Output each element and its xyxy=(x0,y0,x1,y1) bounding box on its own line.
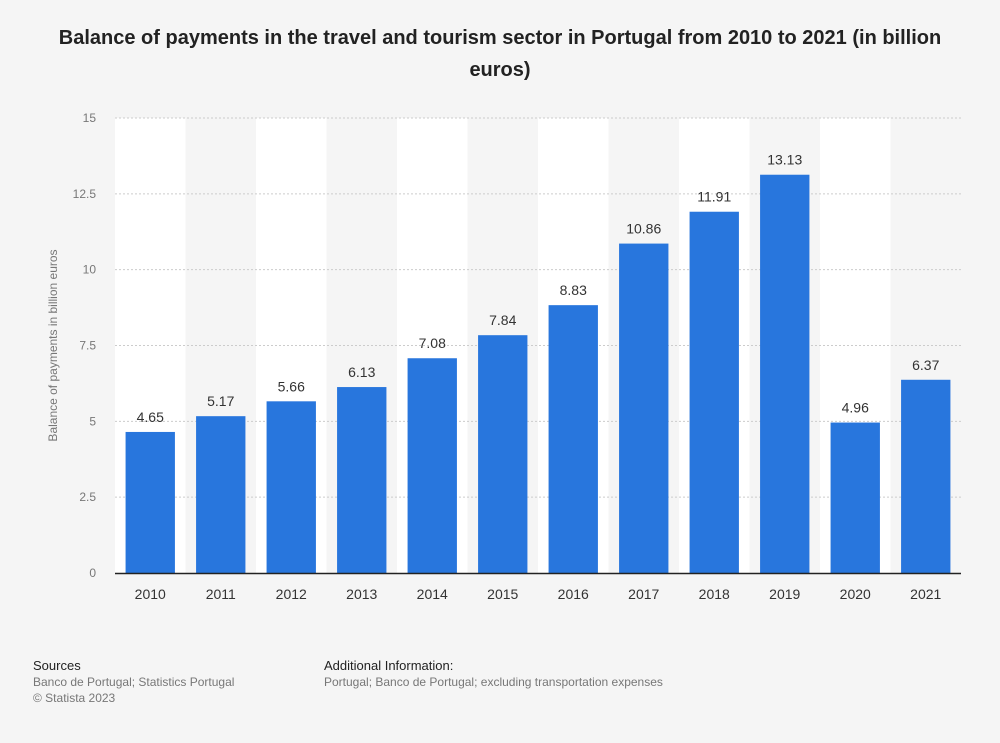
x-tick-label: 2020 xyxy=(840,586,871,602)
data-label: 6.37 xyxy=(912,357,939,373)
chart-title: Balance of payments in the travel and to… xyxy=(58,27,942,81)
y-tick-label: 7.5 xyxy=(79,339,96,353)
x-tick-labels: 2010 2011 2012 2013 2014 2015 2016 2017 2018 2019… xyxy=(135,586,942,602)
y-tick-label: 10 xyxy=(83,263,97,277)
x-tick-label: 2018 xyxy=(699,586,730,602)
bar xyxy=(901,379,951,573)
y-tick-label: 0 xyxy=(89,566,96,580)
data-labels: 4.65 5.17 5.66 6.13 7.08 7.84 8.83 10.86 11.91 13… xyxy=(137,152,940,425)
bar xyxy=(125,431,175,573)
y-tick-label: 2.5 xyxy=(79,490,96,504)
bar xyxy=(478,335,528,573)
gridlines xyxy=(115,117,961,498)
x-tick-label: 2015 xyxy=(487,586,518,602)
bars xyxy=(125,174,951,574)
sources-block: Sources Banco de Portugal; Statistics Po… xyxy=(33,658,234,706)
y-tick-label: 15 xyxy=(83,111,97,125)
copyright-text: © Statista 2023 xyxy=(33,691,116,705)
additional-info-block: Additional Information: Portugal; Banco … xyxy=(324,658,663,690)
data-label: 8.83 xyxy=(560,282,587,298)
data-label: 13.13 xyxy=(767,152,802,168)
x-tick-label: 2021 xyxy=(910,586,941,602)
bar xyxy=(407,358,457,573)
bar xyxy=(337,387,387,573)
data-label: 5.66 xyxy=(278,378,305,394)
bar xyxy=(266,401,316,573)
additional-info-text: Portugal; Banco de Portugal; excluding t… xyxy=(324,675,663,689)
x-tick-label: 2012 xyxy=(276,586,307,602)
x-tick-label: 2013 xyxy=(346,586,377,602)
y-tick-labels: 0 2.5 5 7.5 10 12.5 15 xyxy=(73,111,97,580)
additional-info-heading: Additional Information: xyxy=(324,658,454,673)
x-tick-label: 2014 xyxy=(417,586,448,602)
bar xyxy=(548,305,598,573)
bar-chart: 0 2.5 5 7.5 10 12.5 15 4.65 5.17 5.66 6.13 7.08 7.8… xyxy=(46,111,961,602)
x-tick-label: 2011 xyxy=(206,586,236,602)
data-label: 11.91 xyxy=(697,189,731,205)
bar xyxy=(830,422,880,573)
x-tick-label: 2017 xyxy=(628,586,659,602)
bar xyxy=(689,211,739,574)
sources-heading: Sources xyxy=(33,658,81,673)
y-axis-title: Balance of payments in billion euros xyxy=(46,249,60,441)
x-tick-label: 2016 xyxy=(558,586,589,602)
y-tick-label: 5 xyxy=(89,414,96,428)
data-label: 10.86 xyxy=(626,221,661,237)
bar xyxy=(619,243,669,573)
x-tick-label: 2019 xyxy=(769,586,800,602)
sources-text: Banco de Portugal; Statistics Portugal xyxy=(33,675,235,689)
bar xyxy=(196,416,246,573)
data-label: 4.96 xyxy=(842,400,869,416)
bar xyxy=(760,174,810,573)
data-label: 5.17 xyxy=(207,393,234,409)
x-tick-label: 2010 xyxy=(135,586,166,602)
data-label: 7.08 xyxy=(419,335,446,351)
data-label: 7.84 xyxy=(489,312,516,328)
data-label: 6.13 xyxy=(348,364,375,380)
data-label: 4.65 xyxy=(137,409,164,425)
y-tick-label: 12.5 xyxy=(73,187,97,201)
